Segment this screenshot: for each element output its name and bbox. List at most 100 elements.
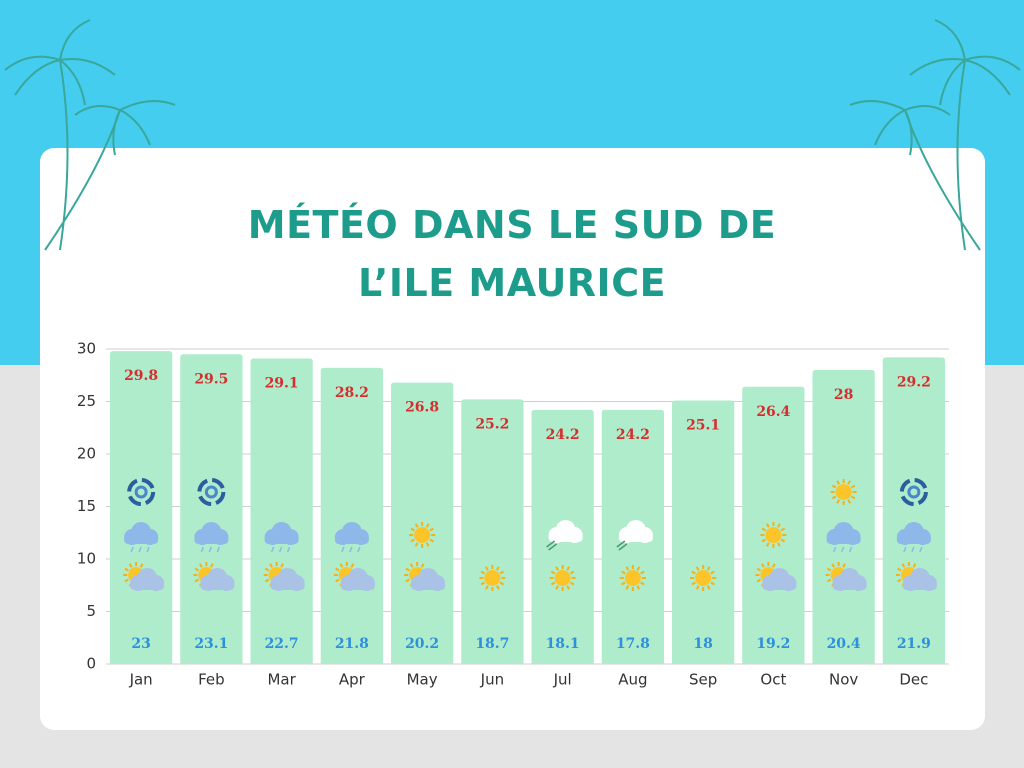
max-temp-label: 26.4: [756, 404, 790, 420]
sun-ray: [625, 585, 630, 590]
cloud-icon: [264, 522, 299, 545]
sun-ray: [831, 484, 837, 489]
cloud-icon: [832, 568, 867, 591]
y-tick-label: 15: [77, 497, 96, 515]
rain-drop: [130, 546, 134, 553]
y-tick-label: 10: [77, 550, 96, 568]
sun-ray: [496, 585, 500, 590]
cloud-icon: [618, 520, 653, 543]
sun-ray: [339, 563, 344, 568]
sun-ray: [710, 581, 715, 586]
y-tick-label: 30: [77, 340, 96, 358]
max-temp-label: 29.2: [897, 374, 931, 390]
sun-ray: [566, 566, 570, 571]
cloud-base: [340, 581, 375, 590]
x-tick-label: Jul: [553, 671, 572, 689]
sun-ray: [550, 570, 556, 575]
x-tick-label: Nov: [829, 671, 858, 689]
bar: [110, 351, 173, 664]
sun-ray: [264, 578, 270, 583]
sun-ray: [761, 563, 765, 568]
max-temp-label: 26.8: [405, 400, 439, 416]
min-temp-label: 23.1: [194, 636, 228, 652]
sun-ray: [691, 581, 696, 586]
rain-drop: [911, 546, 915, 553]
x-tick-label: Apr: [339, 671, 366, 689]
sun-icon: [479, 565, 506, 591]
sun-ray: [780, 538, 786, 543]
sun-ray: [199, 563, 203, 568]
wind-lines: [616, 540, 628, 551]
rain-drop: [216, 546, 221, 553]
sun-ray: [695, 566, 700, 571]
cloud-base: [411, 581, 446, 590]
bar: [672, 400, 735, 664]
sun-ray: [695, 585, 700, 590]
max-temp-label: 29.1: [265, 375, 299, 391]
cyclone-eye: [134, 485, 148, 499]
cloud-icon: [411, 568, 446, 591]
cloud-icon: [826, 522, 861, 545]
sun-ray: [128, 563, 133, 568]
sun-ray: [480, 570, 486, 575]
x-tick-label: May: [407, 671, 438, 689]
sun-disc: [414, 527, 431, 543]
sun-ray: [756, 578, 762, 583]
cloud-base: [832, 581, 867, 590]
sun-ray: [350, 563, 355, 568]
cyclone-eye: [907, 485, 921, 499]
chart-title: MÉTÉO DANS LE SUD DE L’ILE MAURICE: [247, 203, 777, 305]
sun-ray: [831, 563, 835, 568]
palm-trees: [4, 19, 1021, 251]
sun-disc: [624, 570, 641, 586]
sun-ray: [772, 563, 776, 568]
sun-disc: [765, 527, 782, 543]
cloud-base: [548, 533, 583, 542]
min-temp-label: 18: [693, 636, 712, 652]
sun-icon: [690, 565, 717, 591]
bar: [461, 399, 524, 664]
bar: [180, 354, 243, 664]
x-tick-label: Feb: [198, 671, 225, 689]
sun-ray: [836, 480, 840, 485]
cyclone-icon: [197, 478, 226, 506]
sun-ray: [409, 563, 414, 568]
x-tick-label: Sep: [689, 671, 717, 689]
min-temp-label: 20.4: [827, 636, 861, 652]
x-tick-label: Jan: [129, 671, 153, 689]
bar: [812, 370, 875, 664]
sun-icon: [409, 522, 436, 548]
min-temp-label: 20.2: [405, 636, 439, 652]
sun-ray: [850, 484, 856, 489]
max-temp-label: 28: [834, 387, 853, 403]
rain-drop: [832, 546, 837, 553]
sun-ray: [912, 563, 917, 568]
min-temp-label: 19.2: [756, 636, 790, 652]
sun-ray: [636, 585, 641, 590]
cloud-icon: [194, 522, 229, 545]
cloud-base: [200, 581, 235, 590]
rain-drop: [278, 546, 283, 553]
sun-icon: [619, 565, 646, 591]
sun-ray: [842, 563, 846, 568]
sun-ray: [410, 527, 415, 532]
sun-ray: [569, 581, 575, 586]
sun-ray: [194, 567, 200, 572]
x-tick-label: Dec: [899, 671, 928, 689]
max-temp-label: 28.2: [335, 385, 369, 401]
sun-ray: [405, 578, 410, 583]
sun-ray: [425, 542, 430, 547]
cloud-icon: [124, 522, 159, 545]
sun-ray: [499, 581, 505, 586]
x-tick-label: Oct: [760, 671, 786, 689]
sun-ray: [625, 566, 630, 571]
cloud-icon: [762, 568, 797, 591]
sun-ray: [897, 567, 902, 572]
sun-ray: [761, 538, 767, 543]
sun-disc: [835, 484, 852, 500]
sun-ray: [901, 563, 906, 568]
sun-disc: [554, 570, 571, 586]
sun-ray: [566, 585, 570, 590]
cloud-base: [124, 535, 159, 544]
